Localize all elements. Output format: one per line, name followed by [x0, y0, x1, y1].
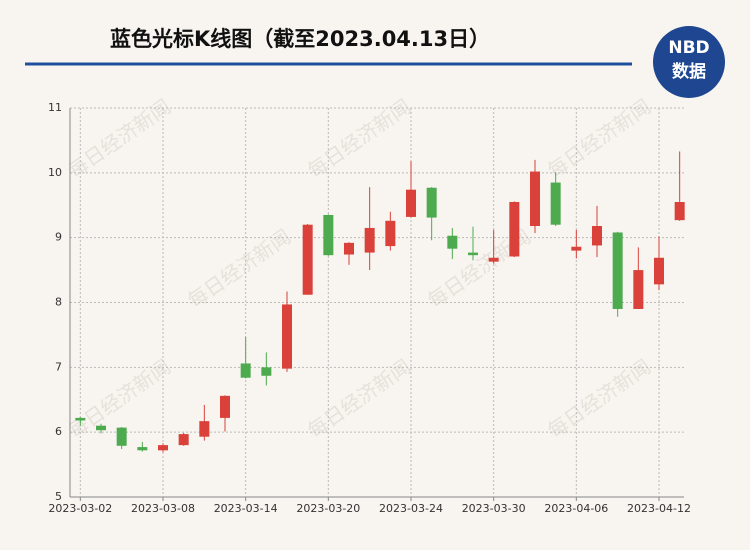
candle-body — [178, 434, 189, 446]
y-tick-label: 9 — [55, 231, 62, 244]
candle-body — [364, 227, 375, 253]
candle-body — [344, 242, 354, 255]
candle-body — [550, 182, 561, 225]
candle-body — [592, 225, 602, 246]
x-tick-label: 2023-03-02 — [48, 502, 112, 515]
candle-body — [426, 187, 437, 218]
candle-body — [612, 232, 623, 309]
y-tick-label: 7 — [55, 360, 62, 373]
candle-body — [158, 445, 168, 451]
candle-body — [674, 202, 685, 221]
candle-body — [385, 220, 396, 247]
candle-body — [220, 395, 230, 418]
candle-body — [488, 257, 499, 262]
x-tick-label: 2023-04-06 — [544, 502, 608, 515]
candle-body — [282, 304, 292, 369]
candle-body — [468, 252, 478, 256]
y-tick-label: 11 — [48, 101, 62, 114]
logo-text: NBD — [668, 38, 709, 58]
candle-body — [633, 270, 644, 309]
y-tick-label: 6 — [55, 425, 62, 438]
x-tick-label: 2023-04-12 — [627, 502, 691, 515]
x-tick-label: 2023-03-14 — [214, 502, 278, 515]
candle-body — [199, 421, 210, 437]
candle-body — [654, 257, 664, 285]
candle-body — [137, 447, 148, 451]
candle-body — [302, 224, 313, 295]
x-tick-label: 2023-03-20 — [296, 502, 360, 515]
x-tick-label: 2023-03-30 — [462, 502, 526, 515]
chart-title: 蓝色光标K线图（截至2023.04.13日） — [110, 27, 490, 51]
candle-body — [75, 417, 86, 421]
y-tick-label: 10 — [48, 166, 62, 179]
candle-body — [530, 171, 540, 226]
candle-body — [406, 189, 416, 217]
y-tick-label: 5 — [55, 490, 62, 503]
candle-body — [323, 214, 334, 256]
candle-body — [96, 425, 106, 431]
candle-body — [116, 427, 127, 446]
logo-text: 数据 — [672, 61, 706, 82]
y-tick-label: 8 — [55, 296, 62, 309]
x-tick-label: 2023-03-08 — [131, 502, 195, 515]
candle-body — [571, 246, 582, 251]
logo-badge — [653, 26, 725, 98]
x-tick-label: 2023-03-24 — [379, 502, 443, 515]
candle-body — [240, 363, 251, 378]
candle-body — [261, 367, 272, 376]
candle-body — [447, 235, 458, 249]
candle-body — [509, 202, 520, 257]
